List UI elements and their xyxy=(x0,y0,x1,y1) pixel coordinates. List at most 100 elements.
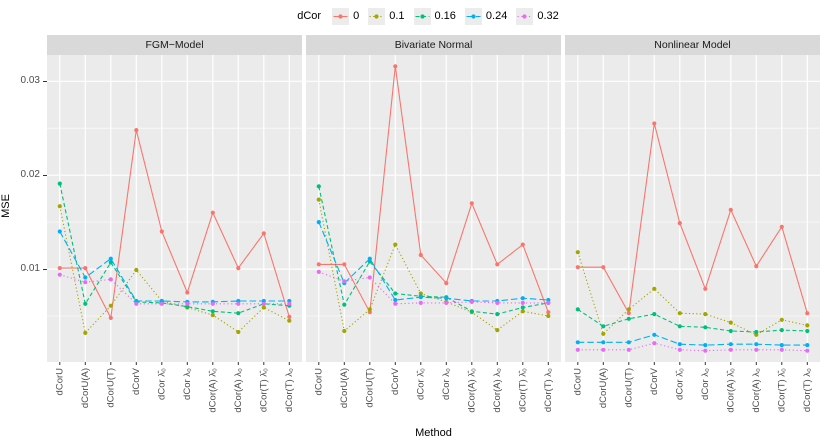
data-point xyxy=(805,328,810,334)
data-point xyxy=(134,301,139,306)
y-tick-label: 0.01 xyxy=(20,263,40,275)
data-point xyxy=(367,307,372,312)
data-point xyxy=(444,300,449,305)
data-point xyxy=(779,224,784,229)
x-tick-label: dCor λ̂₀ xyxy=(415,368,426,400)
legend-item: 0.32 xyxy=(516,7,559,25)
legend-item: 0.24 xyxy=(464,7,507,25)
data-point xyxy=(342,302,347,307)
data-point xyxy=(546,297,551,303)
data-point xyxy=(287,314,292,319)
data-point xyxy=(779,317,784,322)
data-point xyxy=(261,231,266,236)
series-line-dcor-0.16 xyxy=(59,183,290,314)
data-point xyxy=(316,269,321,274)
data-point xyxy=(575,250,580,255)
data-point xyxy=(601,347,606,352)
x-tick-label: dCor(A) λ₀ xyxy=(751,368,762,413)
data-point xyxy=(57,229,62,234)
legend-label: 0.1 xyxy=(389,10,405,22)
series-line-dcor-0.32 xyxy=(577,342,808,352)
x-tick-label: dCor λ₀ xyxy=(182,368,193,400)
x-tick-label: dCor λ̂₀ xyxy=(674,368,685,400)
data-point xyxy=(393,64,398,69)
data-point xyxy=(469,299,474,304)
legend-label: 0.32 xyxy=(537,10,559,22)
data-point xyxy=(652,332,657,337)
legend-item: 0.16 xyxy=(413,7,456,25)
data-point xyxy=(418,295,423,300)
data-point xyxy=(83,301,88,306)
data-point xyxy=(805,311,810,316)
panel-background xyxy=(565,55,820,362)
data-point xyxy=(367,275,372,280)
y-axis-title: MSE xyxy=(0,194,12,218)
data-point xyxy=(601,265,606,270)
legend-label: 0 xyxy=(353,10,360,22)
legend-key-point xyxy=(522,13,527,19)
data-point xyxy=(703,312,708,317)
y-tick-label: 0.03 xyxy=(20,75,40,87)
data-point xyxy=(316,262,321,267)
data-point xyxy=(652,312,657,317)
data-point xyxy=(236,301,241,306)
data-point xyxy=(520,300,525,305)
data-point xyxy=(520,242,525,247)
legend: dCor 0 0.1 0.16 0.24 0.32 xyxy=(26,5,830,27)
y-tick-mark xyxy=(43,269,47,271)
data-point xyxy=(210,210,215,215)
panel-background xyxy=(47,55,302,362)
data-point xyxy=(134,128,139,133)
data-point xyxy=(520,309,525,314)
data-point xyxy=(185,301,190,306)
data-point xyxy=(805,323,810,328)
data-point xyxy=(83,275,88,280)
x-tick-label: dCor(T) λ₀ xyxy=(284,368,295,412)
x-tick-label: dCor(A) λ₀ xyxy=(492,368,503,413)
series-line-dcor-0.1 xyxy=(577,252,808,336)
data-point xyxy=(108,256,113,261)
data-point xyxy=(677,342,682,347)
x-tick-label: dCor(T) λ₀ xyxy=(543,368,554,412)
data-point xyxy=(316,184,321,189)
series-line-dcor-0 xyxy=(318,66,549,315)
data-point xyxy=(703,343,708,348)
data-point xyxy=(652,341,657,346)
data-point xyxy=(728,342,733,347)
series-line-dcor-0.24 xyxy=(59,231,290,303)
legend-title: dCor xyxy=(297,10,322,22)
legend-key-icon xyxy=(332,7,350,25)
data-point xyxy=(495,328,500,333)
x-axis-title: Method xyxy=(415,427,452,439)
data-point xyxy=(546,313,551,319)
facet-x-axis: dCorU dCorU(A) dCorU(T) dCorV dCor λ̂₀ dCor λ… xyxy=(313,362,554,413)
x-tick-label: dCor λ̂₀ xyxy=(156,368,167,400)
data-point xyxy=(342,262,347,267)
x-tick-label: dCorV xyxy=(390,367,401,395)
legend-key-point xyxy=(471,13,476,19)
data-point xyxy=(754,329,759,335)
data-point xyxy=(677,311,682,316)
data-point xyxy=(57,204,62,209)
data-point xyxy=(575,307,580,312)
data-point xyxy=(779,347,784,352)
data-point xyxy=(418,300,423,305)
data-point xyxy=(236,266,241,271)
x-tick-label: dCorV xyxy=(131,367,142,395)
x-tick-label: dCor(T) λ₀ xyxy=(802,368,813,412)
data-point xyxy=(703,325,708,330)
data-point xyxy=(393,291,398,296)
data-point xyxy=(108,315,113,320)
data-point xyxy=(393,301,398,306)
facet-strip: Bivariate Normal xyxy=(306,35,561,55)
facet-plot-area xyxy=(47,55,302,362)
data-point xyxy=(418,252,423,258)
series-line-dcor-0 xyxy=(59,129,290,320)
x-tick-label: dCorU xyxy=(572,368,583,396)
legend-key-point xyxy=(419,13,425,19)
data-point xyxy=(754,264,759,269)
legend-item: 0 xyxy=(332,7,360,25)
series-line-dcor-0.1 xyxy=(318,199,549,333)
x-tick-label: dCor(A) λ̂₀ xyxy=(725,368,736,413)
y-tick-mark xyxy=(43,81,47,83)
